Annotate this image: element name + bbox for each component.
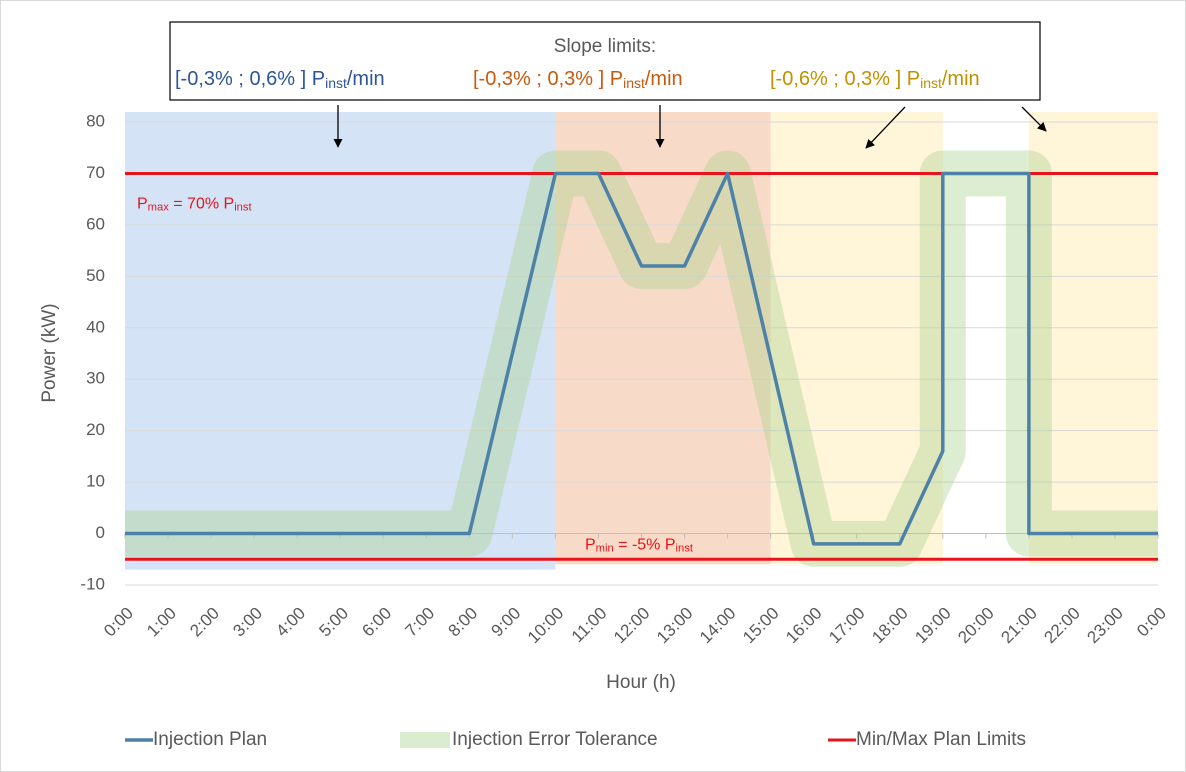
legend-label: Injection Plan: [153, 729, 267, 750]
annotation-title: Slope limits:: [554, 36, 656, 57]
y-tick-label: 30: [86, 369, 105, 388]
limit-label: Pmax = 70% Pinst: [137, 196, 252, 214]
slope-region: [125, 112, 556, 570]
arrow: [865, 106, 906, 149]
text-part: /min: [645, 68, 683, 90]
subscript: inst: [234, 202, 252, 214]
y-tick-label: -10: [80, 574, 105, 593]
legend: Injection Plan Injection Error Tolerance M…: [125, 729, 1026, 750]
slope-region: [1028, 112, 1158, 565]
text-part: [-0,3% ; 0,6% ] P: [175, 68, 325, 90]
plan-line: [125, 171, 1158, 546]
plot: [125, 150, 1158, 567]
subscript: max: [148, 202, 170, 214]
y-tick-label: 20: [86, 420, 105, 439]
text-part: [-0,3% ; 0,3% ] P: [473, 68, 623, 90]
y-tick-label: 80: [86, 111, 105, 130]
subscript: inst: [920, 75, 942, 91]
y-axis-label: Power (kW): [39, 303, 60, 402]
slope-limit: [-0,6% ; 0,3% ] Pinst/min: [770, 68, 980, 91]
text-part: /min: [942, 68, 980, 90]
limit-label: Pmin = -5% Pinst: [585, 536, 694, 554]
y-tick-label: 70: [86, 163, 105, 182]
text-part: = -5% P: [614, 536, 676, 553]
slope-region: [555, 112, 771, 565]
slope-limit: [-0,3% ; 0,3% ] Pinst/min: [473, 68, 683, 91]
y-tick-label: 60: [86, 214, 105, 233]
x-axis-label: Hour (h): [606, 672, 676, 693]
text-part: P: [137, 196, 148, 213]
subscript: min: [596, 543, 614, 555]
y-tick-label: 40: [86, 317, 105, 336]
arrows: [333, 105, 1047, 149]
y-tick-label: 50: [86, 266, 105, 285]
text-part: = 70% P: [169, 196, 234, 213]
y-tick-label: 0: [96, 523, 105, 542]
annotation-box: [169, 21, 1041, 101]
text-part: [-0,6% ; 0,3% ] P: [770, 68, 920, 90]
legend-label: Injection Error Tolerance: [452, 729, 658, 750]
subscript: inst: [325, 75, 347, 91]
subscript: inst: [676, 543, 694, 555]
legend-label: Min/Max Plan Limits: [856, 729, 1026, 750]
subscript: inst: [623, 75, 645, 91]
arrow: [1021, 106, 1047, 132]
slope-limit: [-0,3% ; 0,6% ] Pinst/min: [175, 68, 385, 91]
text-part: P: [585, 536, 596, 553]
text-part: /min: [347, 68, 385, 90]
y-tick-label: 10: [86, 472, 105, 491]
